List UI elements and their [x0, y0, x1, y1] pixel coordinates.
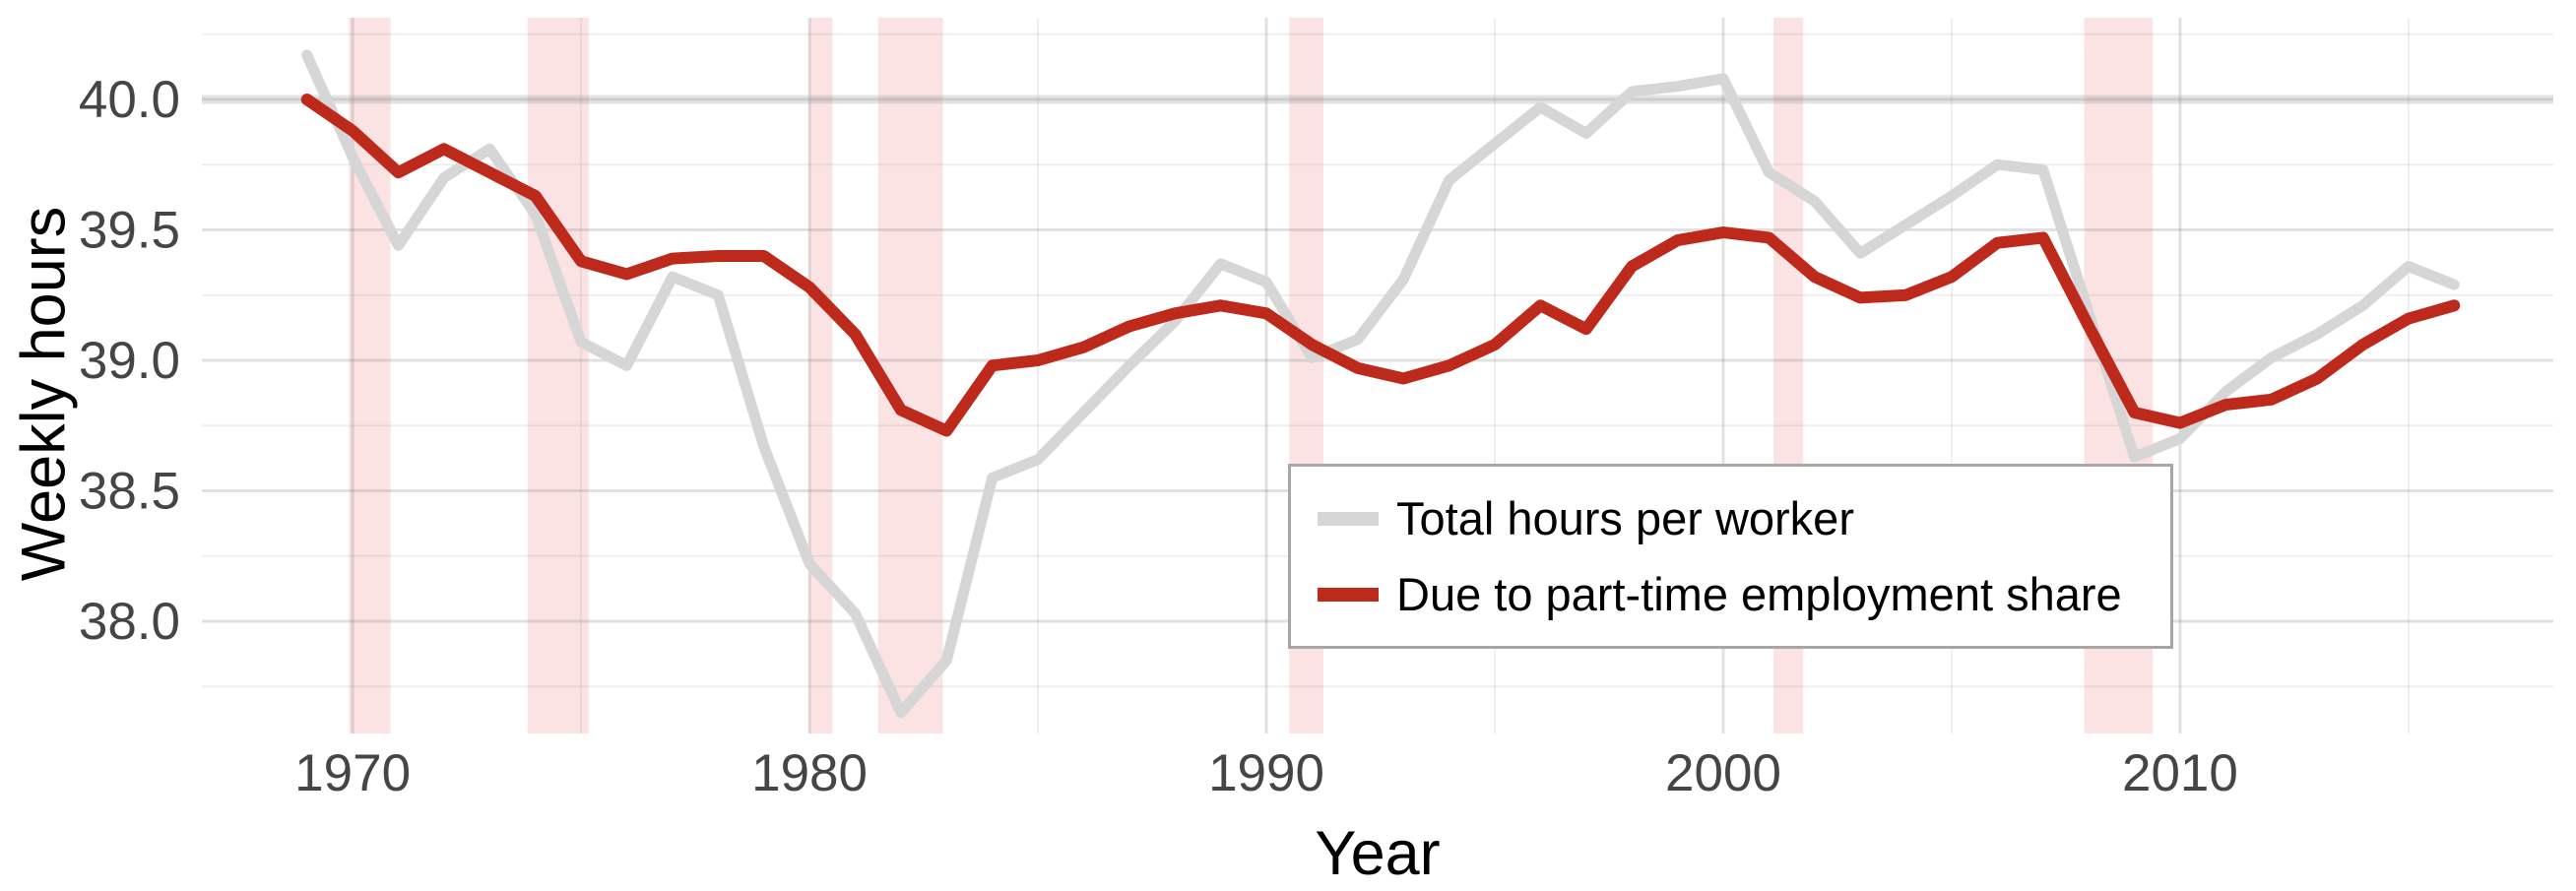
legend-swatch-part-time-share [1318, 587, 1379, 602]
x-tick-label: 2010 [2122, 744, 2238, 802]
legend-swatch-total-hours [1318, 511, 1379, 526]
recession-band [877, 18, 943, 733]
legend-label-part-time-share: Due to part-time employment share [1396, 568, 2122, 620]
legend-label-total-hours: Total hours per worker [1396, 492, 1854, 544]
y-axis-title: Weekly hours [9, 206, 79, 582]
x-axis-title: Year [1315, 819, 1441, 888]
y-tick-label: 40.0 [79, 71, 180, 129]
y-tick-label: 39.0 [79, 332, 180, 390]
series-line-part-time-share [300, 94, 2461, 437]
recession-band [349, 18, 391, 733]
legend-item-total-hours: Total hours per worker [1318, 480, 2170, 556]
y-tick-label: 38.0 [79, 593, 180, 651]
legend-item-part-time-share: Due to part-time employment share [1318, 556, 2170, 632]
y-tick-label: 38.5 [79, 463, 180, 521]
legend: Total hours per worker Due to part-time … [1288, 464, 2173, 649]
x-tick-label: 1980 [751, 744, 868, 802]
y-tick-label: 39.5 [79, 201, 180, 259]
x-tick-label: 1970 [294, 744, 411, 802]
x-tick-label: 1990 [1208, 744, 1324, 802]
recession-band [809, 18, 833, 733]
x-tick-label: 2000 [1665, 744, 1781, 802]
recession-band [527, 18, 589, 733]
